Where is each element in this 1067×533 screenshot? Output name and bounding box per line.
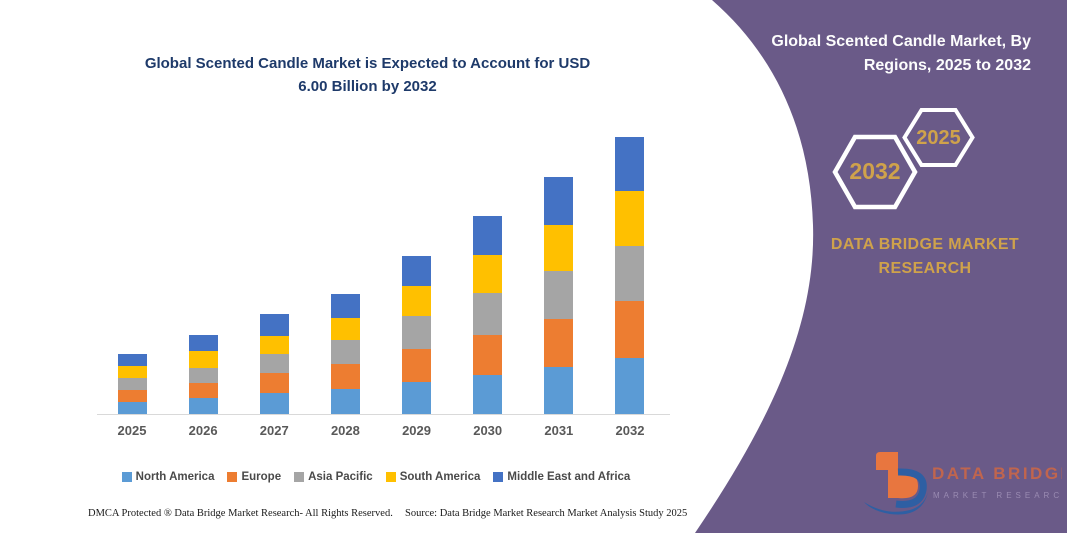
bar-segment-middle-east-and-africa-2028 [330,293,360,318]
legend-item-north-america: North America [121,471,215,483]
bar-segment-south-america-2026 [188,350,218,368]
bar-segment-europe-2026 [188,383,218,398]
bar-segment-north-america-2025 [117,401,147,414]
chart-legend: North America Europe Asia Pacific South Ame… [80,471,672,483]
bar-segment-asia-pacific-2027 [259,353,289,374]
panel-title-line1: Global Scented Candle Market, By [771,33,1031,50]
logo-subtitle-text: MARKET RESEARCH [933,491,1062,500]
hexagon-2032-label: 2032 [849,158,900,184]
panel-title-line2: Regions, 2025 to 2032 [863,57,1031,74]
bar-segment-middle-east-and-africa-2029 [402,256,432,287]
bar-segment-asia-pacific-2029 [402,316,432,350]
brand-wordmark: DATA BRIDGE MARKET RESEARCH [800,233,1050,281]
logo-name-text: DATA BRIDGE [932,464,1062,483]
bar-segment-europe-2028 [330,364,360,390]
chart-title-line1: Global Scented Candle Market is Expected… [144,55,591,72]
bar-segment-europe-2032 [615,301,645,359]
bar-segment-europe-2029 [402,349,432,383]
x-axis-label-2028: 2028 [330,423,360,438]
legend-item-south-america: South America [385,471,481,483]
logo-b-icon [864,452,928,515]
legend-label: Europe [241,471,282,483]
bar-segment-south-america-2025 [117,365,147,378]
bar-segment-middle-east-and-africa-2032 [615,137,645,192]
bar-segment-asia-pacific-2031 [544,270,574,319]
bar-segment-south-america-2028 [330,317,360,341]
bar-segment-asia-pacific-2025 [117,377,147,390]
bar-segment-middle-east-and-africa-2026 [188,334,218,351]
chart-title: Global Scented Candle Market is Expected… [95,52,640,98]
bar-segment-north-america-2031 [544,366,574,414]
legend-label: North America [135,471,215,483]
bar-segment-north-america-2029 [402,382,432,414]
bar-segment-south-america-2029 [402,286,432,317]
bar-segment-north-america-2028 [330,389,360,414]
bar-segment-south-america-2030 [473,255,503,294]
footer-dmca-text: DMCA Protected ® Data Bridge Market Rese… [88,508,393,519]
x-axis-label-2031: 2031 [544,423,574,438]
chart-title-line2: 6.00 Billion by 2032 [298,78,437,95]
bar-segment-south-america-2027 [259,335,289,354]
legend-item-asia-pacific: Asia Pacific [294,471,373,483]
bar-segment-asia-pacific-2028 [330,340,360,365]
data-bridge-logo: DATA BRIDGE MARKET RESEARCH [864,452,1062,515]
brand-wordmark-line2: RESEARCH [878,260,972,277]
brand-wordmark-line1: DATA BRIDGE MARKET [830,236,1020,253]
bar-segment-europe-2027 [259,373,289,394]
bar-segment-north-america-2027 [259,393,289,414]
year-hexagons: 2032 2025 [832,108,975,210]
legend-item-europe: Europe [227,471,281,483]
bar-segment-north-america-2026 [188,397,218,414]
legend-swatch-icon [227,472,238,482]
bar-segment-asia-pacific-2026 [188,367,218,384]
bar-segment-south-america-2031 [544,224,574,271]
x-axis-label-2025: 2025 [117,423,147,438]
bar-segment-europe-2031 [544,318,574,367]
legend-item-middle-east-and-africa: Middle East and Africa [493,471,630,483]
bar-segment-north-america-2032 [615,358,645,414]
x-axis-label-2027: 2027 [259,423,289,438]
bar-segment-europe-2025 [117,389,147,402]
bar-segment-north-america-2030 [473,375,503,414]
footer-source-text: Source: Data Bridge Market Research Mark… [405,508,688,519]
x-axis-label-2029: 2029 [402,423,431,438]
bar-segment-middle-east-and-africa-2031 [544,176,574,225]
legend-swatch-icon [385,472,396,482]
panel-title: Global Scented Candle Market, By Regions… [701,30,1031,78]
legend-swatch-icon [121,472,132,482]
bar-segment-asia-pacific-2032 [615,246,645,302]
x-axis-label-2026: 2026 [188,423,218,438]
bar-segment-middle-east-and-africa-2025 [117,353,147,366]
bar-segment-asia-pacific-2030 [473,293,503,336]
legend-label: South America [399,471,481,483]
bar-segment-middle-east-and-africa-2027 [259,314,289,336]
legend-swatch-icon [294,472,305,482]
x-axis-line [97,414,670,415]
bar-segment-middle-east-and-africa-2030 [473,215,503,256]
bar-segment-europe-2030 [473,335,503,376]
bar-segment-south-america-2032 [615,191,645,247]
legend-swatch-icon [493,472,504,482]
legend-label: Asia Pacific [308,471,373,483]
hexagon-2025-label: 2025 [916,127,961,149]
x-axis-label-2030: 2030 [473,423,503,438]
x-axis-label-2032: 2032 [615,423,645,438]
legend-label: Middle East and Africa [507,471,631,483]
